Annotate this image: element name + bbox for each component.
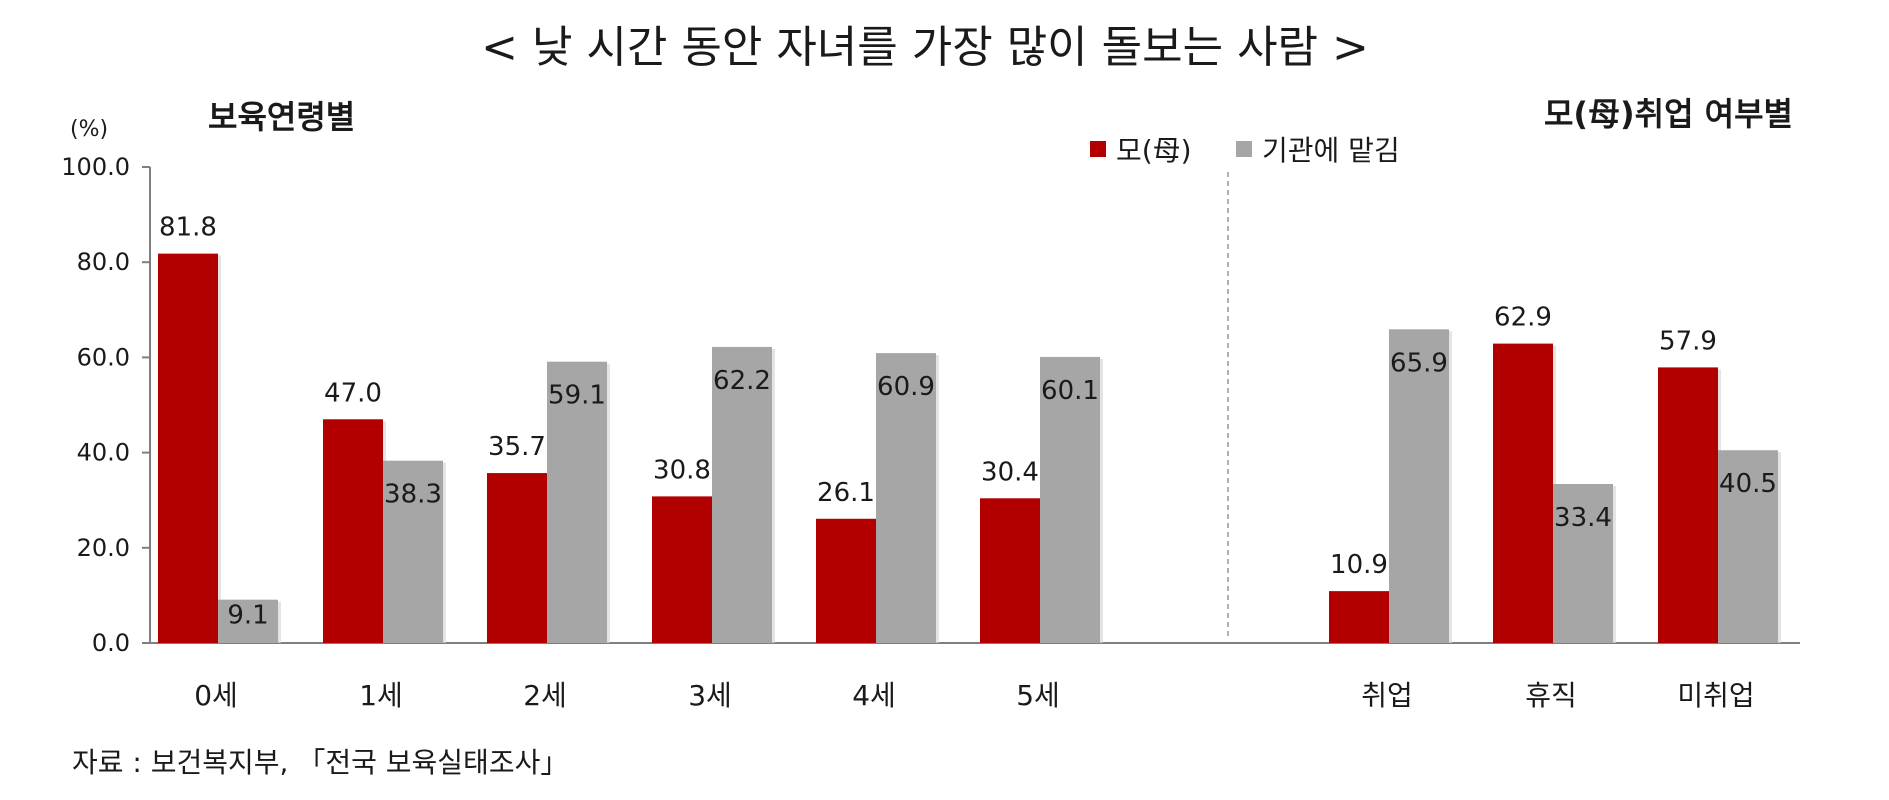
category-label: 0세 (194, 679, 238, 712)
y-tick-label: 20.0 (77, 534, 130, 562)
legend-swatch-institution (1236, 141, 1252, 157)
legend: 모(母) 기관에 맡김 (1090, 134, 1400, 167)
data-label-mother: 35.7 (488, 432, 546, 462)
data-label-institution: 60.1 (1041, 376, 1099, 406)
data-label-institution: 9.1 (227, 601, 268, 631)
data-label-mother: 62.9 (1494, 303, 1552, 333)
bar-mother (487, 473, 547, 643)
data-label-institution: 40.5 (1719, 469, 1777, 499)
data-label-mother: 47.0 (324, 378, 382, 408)
bar-institution (383, 460, 443, 643)
category-label: 미취업 (1677, 679, 1754, 712)
data-label-institution: 59.1 (548, 381, 606, 411)
bar-institution (1389, 329, 1449, 643)
bar-mother (816, 518, 876, 643)
data-label-mother: 30.8 (653, 455, 711, 485)
legend-label-mother: 모(母) (1116, 134, 1192, 167)
bar-mother (1329, 591, 1389, 643)
group-label-age: 보육연령별 (208, 98, 355, 136)
source-note: 자료 : 보건복지부, 「전국 보육실태조사」 (72, 746, 568, 779)
y-tick-label: 60.0 (77, 343, 130, 371)
bar-institution (876, 353, 936, 643)
legend-swatch-mother (1090, 141, 1106, 157)
bar-mother (323, 419, 383, 643)
bar-institution (1553, 484, 1613, 643)
data-label-institution: 60.9 (877, 372, 935, 402)
bar-mother (1658, 367, 1718, 643)
category-label: 1세 (359, 679, 403, 712)
data-labels: 0세 81.8 9.1 1세 47.0 38.3 2세 35.759.1 3세 30.8 62.2 4… (159, 213, 1777, 712)
data-label-mother: 81.8 (159, 213, 217, 243)
data-label-mother: 10.9 (1330, 550, 1388, 580)
chart-title: < 낮 시간 동안 자녀를 가장 많이 돌보는 사람 > (481, 22, 1369, 73)
data-label-institution: 33.4 (1554, 503, 1612, 533)
category-label: 5세 (1016, 679, 1060, 712)
bar-institution (547, 361, 607, 643)
data-label-institution: 65.9 (1390, 348, 1448, 378)
bar-institution (1718, 450, 1778, 643)
data-label-mother: 30.4 (981, 457, 1039, 487)
data-label-institution: 62.2 (713, 366, 771, 396)
bar-institution (1040, 356, 1100, 643)
bar-mother (980, 498, 1040, 643)
bar-mother (158, 253, 218, 643)
y-tick-label: 40.0 (77, 439, 130, 467)
data-label-mother: 57.9 (1659, 326, 1717, 356)
category-label: 2세 (523, 679, 567, 712)
data-label-mother: 26.1 (817, 478, 875, 508)
bar-mother (1493, 343, 1553, 643)
category-label: 3세 (688, 679, 732, 712)
category-label: 4세 (852, 679, 896, 712)
y-axis-unit: (%) (70, 117, 108, 142)
group-label-employment: 모(母)취업 여부별 (1544, 95, 1793, 133)
bar-mother (652, 496, 712, 643)
legend-label-institution: 기관에 맡김 (1262, 134, 1400, 167)
y-tick-label: 80.0 (77, 248, 130, 276)
bar-institution (712, 346, 772, 643)
category-label: 취업 (1361, 679, 1413, 712)
data-label-institution: 38.3 (384, 480, 442, 510)
bar-institution (218, 599, 278, 643)
y-tick-label: 0.0 (92, 629, 130, 657)
y-tick-label: 100.0 (61, 153, 130, 181)
category-label: 휴직 (1525, 679, 1577, 712)
bars (158, 253, 1781, 643)
